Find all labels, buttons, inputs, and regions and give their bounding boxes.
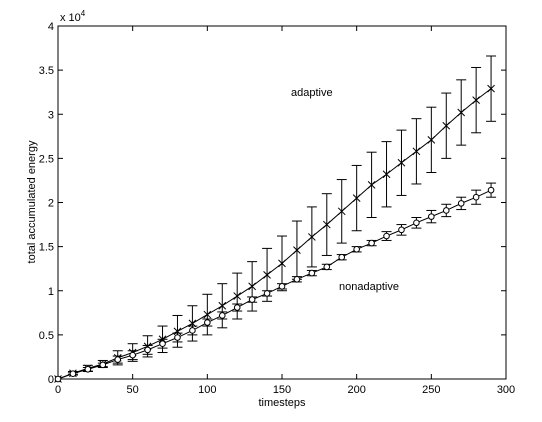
circle-marker	[84, 365, 92, 373]
circle-marker	[383, 232, 390, 240]
x-tick-label: 0	[55, 384, 61, 396]
annotation-nonadaptive: nonadaptive	[339, 281, 399, 293]
plot-area	[57, 25, 507, 380]
circle-marker	[442, 207, 450, 214]
circle-marker	[323, 263, 331, 271]
x-tick-label: 50	[127, 384, 139, 396]
circle-marker	[368, 239, 375, 247]
x-marker	[308, 233, 316, 241]
x-marker	[233, 292, 242, 300]
circle-marker	[308, 269, 316, 277]
x-axis-label: timesteps	[258, 397, 306, 409]
circle-marker	[472, 193, 480, 201]
circle-marker	[99, 361, 107, 369]
x-marker	[442, 121, 451, 130]
circle-marker	[233, 304, 241, 311]
x-tick-label: 300	[497, 384, 515, 396]
y-tick-label: 0.5	[39, 330, 54, 342]
x-marker	[472, 96, 480, 104]
y-tick-label: 2.5	[39, 153, 54, 165]
circle-marker	[204, 319, 211, 326]
x-marker	[218, 301, 227, 310]
x-tick-label: 200	[347, 384, 365, 396]
circle-marker	[144, 346, 151, 354]
y-tick-label: 4	[48, 21, 54, 33]
x-marker	[278, 259, 286, 268]
circle-marker	[174, 334, 181, 341]
circle-marker	[54, 375, 62, 383]
x-marker	[293, 246, 301, 255]
x-marker	[412, 147, 421, 156]
circle-marker	[353, 245, 360, 253]
circle-marker	[69, 370, 77, 378]
x-marker	[487, 84, 495, 93]
y-tick-label: 1	[48, 286, 54, 298]
circle-marker	[263, 290, 271, 297]
x-marker	[322, 220, 331, 229]
y-tick-label: 3	[48, 109, 54, 121]
x-marker	[337, 207, 346, 216]
circle-marker	[487, 186, 495, 194]
x-marker	[457, 108, 466, 117]
circle-marker	[413, 219, 420, 227]
x-marker	[263, 271, 271, 279]
y-tick-label: 3.5	[39, 65, 54, 77]
x-marker	[397, 158, 406, 167]
circle-marker	[248, 296, 256, 303]
x-marker	[173, 327, 182, 336]
x-tick-label: 150	[273, 384, 291, 396]
y-tick-label: 0	[48, 374, 54, 386]
circle-marker	[189, 327, 196, 334]
annotation-adaptive: adaptive	[291, 87, 333, 99]
y-tick-label: 1.5	[39, 242, 54, 254]
circle-marker	[278, 283, 286, 290]
x-marker	[352, 194, 361, 202]
circle-marker	[428, 213, 435, 220]
x-marker	[367, 180, 376, 189]
circle-marker	[129, 351, 136, 359]
x-tick-label: 100	[198, 384, 216, 396]
circle-marker	[398, 226, 405, 234]
x-marker	[248, 282, 256, 291]
y-multiplier: x 104	[60, 9, 86, 24]
x-marker	[203, 310, 212, 319]
circle-marker	[114, 356, 122, 363]
x-marker	[427, 135, 436, 144]
circle-marker	[159, 340, 166, 348]
circle-marker	[218, 312, 226, 319]
x-marker	[188, 319, 197, 328]
circle-marker	[293, 275, 301, 283]
circle-marker	[338, 253, 346, 261]
x-marker	[382, 170, 391, 179]
y-axis-label: total accumulated energy	[26, 140, 38, 263]
y-tick-label: 2	[48, 198, 54, 210]
circle-marker	[457, 200, 465, 207]
x-tick-label: 250	[422, 384, 440, 396]
